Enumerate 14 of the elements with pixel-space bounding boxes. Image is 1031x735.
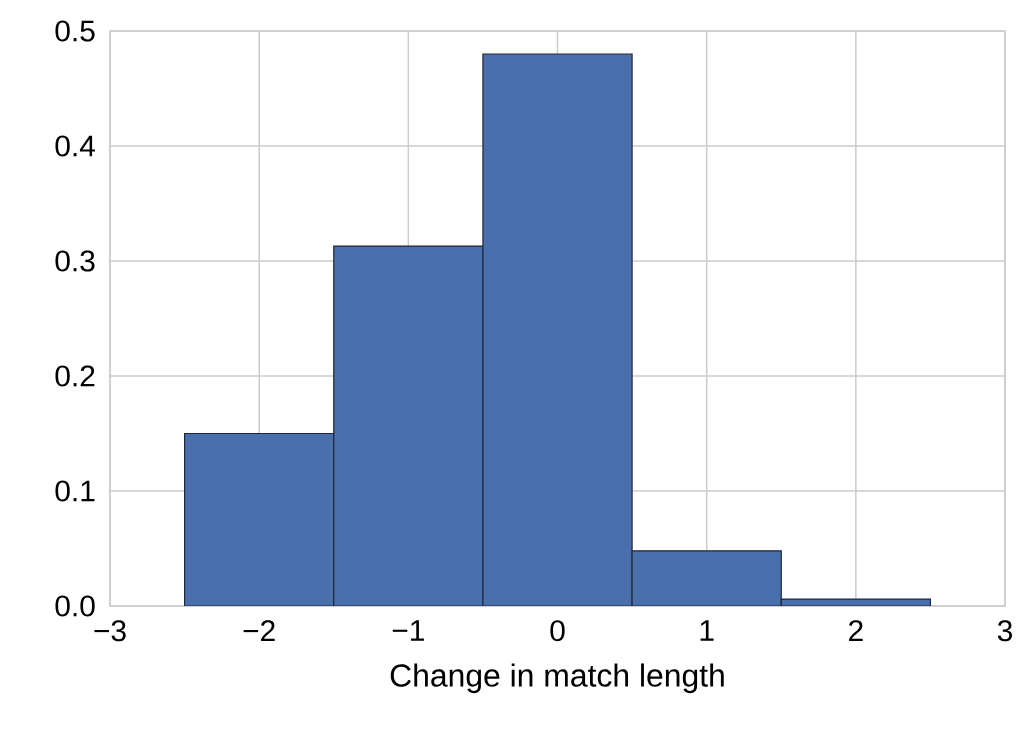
x-tick-label: 1 (700, 620, 714, 641)
y-tick-label: 0.3 (55, 250, 95, 272)
x-axis-title: Change in match length (390, 663, 724, 694)
x-tick-label: 2 (849, 620, 863, 642)
x-tick-label: −1 (392, 620, 424, 641)
x-tick-label: 3 (997, 620, 1013, 642)
y-tick-label: 0.5 (55, 20, 95, 42)
y-tick-label: 0.2 (55, 365, 95, 387)
x-tick-label: 0 (550, 620, 565, 642)
x-tick-label: −2 (243, 620, 275, 642)
x-tick-label: −3 (94, 620, 126, 642)
y-tick-label: 0.1 (55, 480, 95, 502)
y-tick-label: 0.0 (55, 595, 95, 617)
y-tick-label: 0.4 (55, 135, 95, 157)
